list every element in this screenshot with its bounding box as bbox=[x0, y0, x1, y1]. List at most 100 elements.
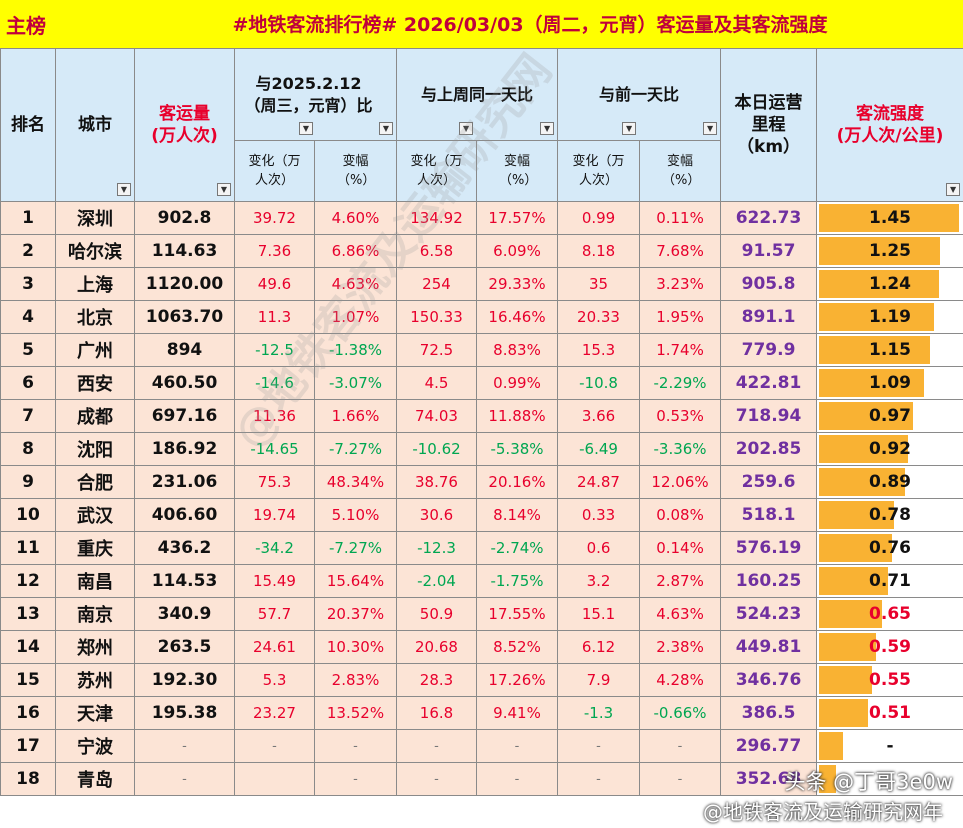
change-cell: -34.2 bbox=[234, 531, 315, 565]
volume-cell: 1063.70 bbox=[134, 300, 235, 334]
change-cell: -14.6 bbox=[234, 366, 315, 400]
change-cell: 72.5 bbox=[396, 333, 477, 367]
mileage-cell: 779.9 bbox=[720, 333, 818, 367]
pct-cell: 17.26% bbox=[475, 663, 559, 697]
change-cell: 24.61 bbox=[234, 630, 315, 664]
change-cell: -1.3 bbox=[557, 696, 641, 730]
change-cell: 28.3 bbox=[396, 663, 477, 697]
city-cell: 武汉 bbox=[55, 498, 135, 532]
pct-cell: 0.14% bbox=[639, 531, 722, 565]
volume-cell: 460.50 bbox=[134, 366, 235, 400]
intensity-value: 0.92 bbox=[869, 439, 911, 459]
intensity-bar bbox=[819, 633, 876, 661]
ranking-table: 排名 城市 ▼ 客运量 (万人次) ▼ 与2025.2.12（周三，元宵）比 ▼… bbox=[0, 48, 963, 796]
change-cell: 50.9 bbox=[396, 597, 477, 631]
intensity-bar bbox=[819, 435, 908, 463]
mileage-cell: 422.81 bbox=[720, 366, 818, 400]
rank-cell: 18 bbox=[0, 762, 56, 796]
table-row: 7 成都 697.16 11.36 1.66% 74.03 11.88% 3.66 0.53% 7… bbox=[0, 399, 963, 433]
mileage-cell: 259.6 bbox=[720, 465, 818, 499]
intensity-bar bbox=[819, 237, 940, 265]
intensity-value: 1.45 bbox=[869, 208, 911, 228]
pct-cell: 0.08% bbox=[639, 498, 722, 532]
header-volume[interactable]: 客运量 (万人次) ▼ bbox=[134, 48, 235, 202]
rank-cell: 15 bbox=[0, 663, 56, 697]
pct-cell: 1.95% bbox=[639, 300, 722, 334]
mileage-cell: 905.8 bbox=[720, 267, 818, 301]
header-city[interactable]: 城市 ▼ bbox=[55, 48, 135, 202]
intensity-cell: 0.51 bbox=[816, 696, 963, 730]
intensity-cell: 0.71 bbox=[816, 564, 963, 598]
header-ly-change: 变化（万人次） bbox=[234, 140, 315, 202]
change-cell: 23.27 bbox=[234, 696, 315, 730]
intensity-cell: 0.55 bbox=[816, 663, 963, 697]
change-cell: 19.74 bbox=[234, 498, 315, 532]
rank-cell: 12 bbox=[0, 564, 56, 598]
table-row: 8 沈阳 186.92 -14.65 -7.27% -10.62 -5.38% -6.49 -3… bbox=[0, 432, 963, 466]
intensity-bar bbox=[819, 732, 844, 760]
header-intensity[interactable]: 客流强度 (万人次/公里) ▼ bbox=[816, 48, 963, 202]
page-title: #地铁客流排行榜# 2026/03/03（周二，元宵）客运量及其客流强度 bbox=[232, 14, 828, 36]
mileage-cell: 296.77 bbox=[720, 729, 818, 763]
dropdown-filter-icon[interactable]: ▼ bbox=[946, 183, 961, 196]
pct-cell: - bbox=[639, 729, 722, 763]
change-cell: 3.2 bbox=[557, 564, 641, 598]
intensity-value: 0.51 bbox=[869, 703, 911, 723]
intensity-value: 0.59 bbox=[869, 637, 911, 657]
mileage-cell: 160.25 bbox=[720, 564, 818, 598]
pct-cell: 10.30% bbox=[314, 630, 397, 664]
volume-cell: 340.9 bbox=[134, 597, 235, 631]
pct-cell: - bbox=[314, 762, 397, 796]
intensity-bar bbox=[819, 336, 931, 364]
table-row: 2 哈尔滨 114.63 7.36 6.86% 6.58 6.09% 8.18 7.68% 91.… bbox=[0, 234, 963, 268]
pct-cell: - bbox=[639, 762, 722, 796]
table-row: 9 合肥 231.06 75.3 48.34% 38.76 20.16% 24.87 12.06… bbox=[0, 465, 963, 499]
table-row: 18 青岛 - - - - - -352.68 bbox=[0, 762, 963, 796]
pct-cell: -3.07% bbox=[314, 366, 397, 400]
dropdown-filter-icon[interactable]: ▼ bbox=[622, 122, 637, 135]
intensity-cell bbox=[816, 762, 963, 796]
change-cell: - bbox=[557, 762, 641, 796]
change-cell: - bbox=[396, 762, 477, 796]
volume-cell: 1120.00 bbox=[134, 267, 235, 301]
table-row: 3 上海 1120.00 49.6 4.63% 254 29.33% 35 3.23% 905.8… bbox=[0, 267, 963, 301]
volume-cell: 436.2 bbox=[134, 531, 235, 565]
volume-cell: 195.38 bbox=[134, 696, 235, 730]
change-cell: 0.33 bbox=[557, 498, 641, 532]
header-group-last-week: 与上周同一天比 ▼ ▼ bbox=[395, 48, 559, 141]
intensity-value: 0.65 bbox=[869, 604, 911, 624]
dropdown-filter-icon[interactable]: ▼ bbox=[703, 122, 718, 135]
mileage-cell: 449.81 bbox=[720, 630, 818, 664]
pct-cell: 2.87% bbox=[639, 564, 722, 598]
dropdown-filter-icon[interactable]: ▼ bbox=[299, 122, 313, 135]
dropdown-filter-icon[interactable]: ▼ bbox=[540, 122, 555, 135]
pct-cell: 7.68% bbox=[639, 234, 722, 268]
change-cell: 6.58 bbox=[396, 234, 477, 268]
change-cell: 30.6 bbox=[396, 498, 477, 532]
volume-cell: 231.06 bbox=[134, 465, 235, 499]
title-bar: 主榜 #地铁客流排行榜# 2026/03/03（周二，元宵）客运量及其客流强度 bbox=[0, 0, 963, 49]
intensity-bar bbox=[819, 534, 893, 562]
table-row: 4 北京 1063.70 11.3 1.07% 150.33 16.46% 20.33 1.95… bbox=[0, 300, 963, 334]
intensity-cell: 1.19 bbox=[816, 300, 963, 334]
change-cell: 16.8 bbox=[396, 696, 477, 730]
dropdown-filter-icon[interactable]: ▼ bbox=[459, 122, 474, 135]
rank-cell: 7 bbox=[0, 399, 56, 433]
volume-cell: 114.63 bbox=[134, 234, 235, 268]
intensity-value: 1.19 bbox=[869, 307, 911, 327]
city-cell: 上海 bbox=[55, 267, 135, 301]
pct-cell: -5.38% bbox=[475, 432, 559, 466]
dropdown-filter-icon[interactable]: ▼ bbox=[117, 183, 131, 196]
dropdown-filter-icon[interactable]: ▼ bbox=[379, 122, 393, 135]
intensity-value: 0.78 bbox=[869, 505, 911, 525]
city-cell: 苏州 bbox=[55, 663, 135, 697]
change-cell: -12.3 bbox=[396, 531, 477, 565]
intensity-value: 1.09 bbox=[869, 373, 911, 393]
dropdown-filter-icon[interactable]: ▼ bbox=[217, 183, 231, 196]
pct-cell: 17.55% bbox=[475, 597, 559, 631]
pct-cell: 17.57% bbox=[475, 201, 559, 235]
rank-cell: 4 bbox=[0, 300, 56, 334]
change-cell bbox=[234, 762, 315, 796]
pct-cell: 6.86% bbox=[314, 234, 397, 268]
pct-cell: - bbox=[475, 729, 559, 763]
